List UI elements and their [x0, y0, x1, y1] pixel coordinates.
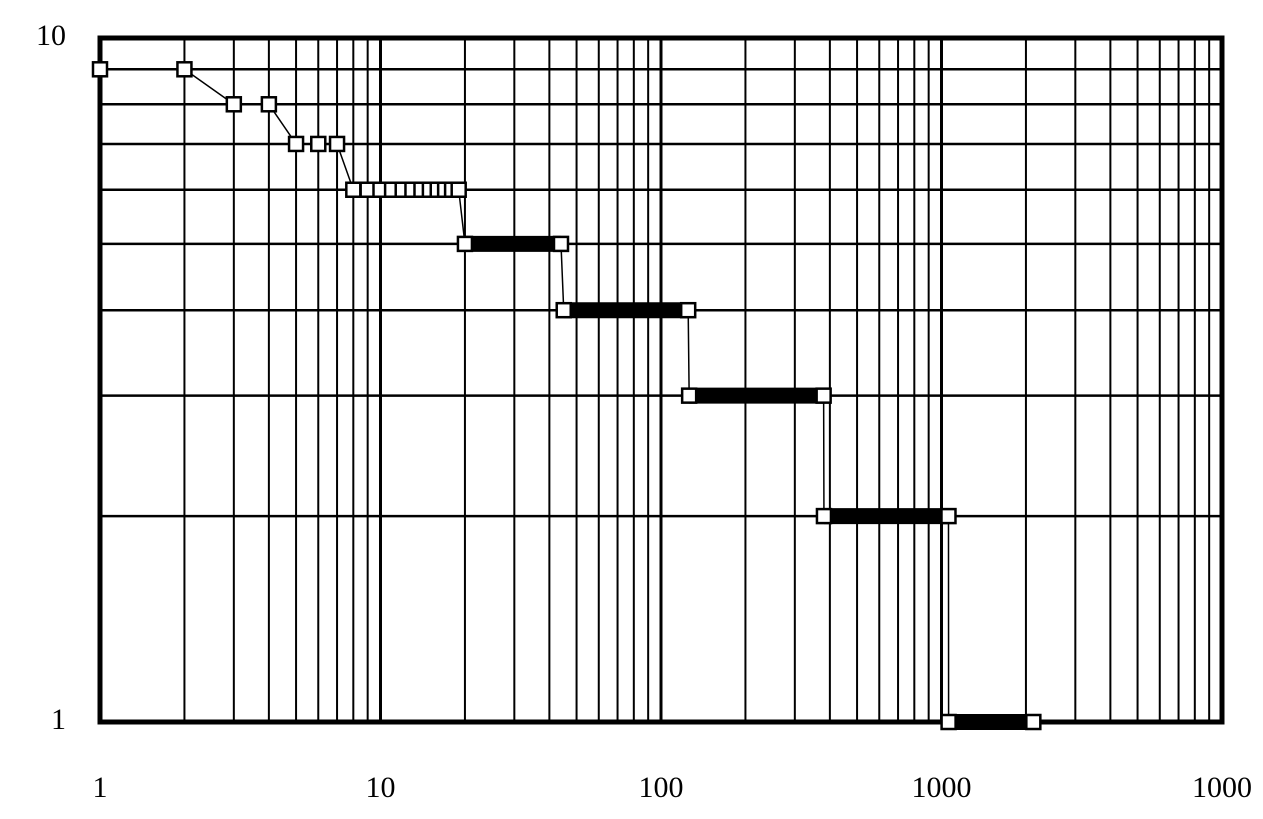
marker [940, 507, 957, 525]
marker [176, 61, 193, 78]
marker [91, 61, 109, 78]
y-tick-label: 1 [51, 703, 66, 736]
marker [328, 135, 346, 153]
marker [345, 181, 362, 198]
marker [552, 235, 570, 253]
x-tick-label: 100 [639, 771, 684, 804]
plot-border [97, 35, 1225, 725]
marker [310, 135, 327, 153]
marker [287, 135, 305, 153]
x-tick-label: 10 [366, 771, 396, 804]
marker [940, 713, 957, 731]
y-tick-label: 10 [36, 19, 66, 52]
marker [260, 96, 278, 113]
marker [679, 301, 697, 319]
marker [815, 507, 833, 525]
x-tick-label: 1000 [1192, 771, 1252, 804]
marker [456, 235, 474, 253]
x-tick-label: 1 [93, 771, 108, 804]
marker [450, 181, 467, 198]
marker [680, 387, 698, 404]
marker [225, 96, 243, 113]
marker [815, 387, 832, 404]
x-tick-label: 1000 [912, 771, 972, 804]
marker [555, 301, 572, 319]
marker [1025, 713, 1042, 731]
